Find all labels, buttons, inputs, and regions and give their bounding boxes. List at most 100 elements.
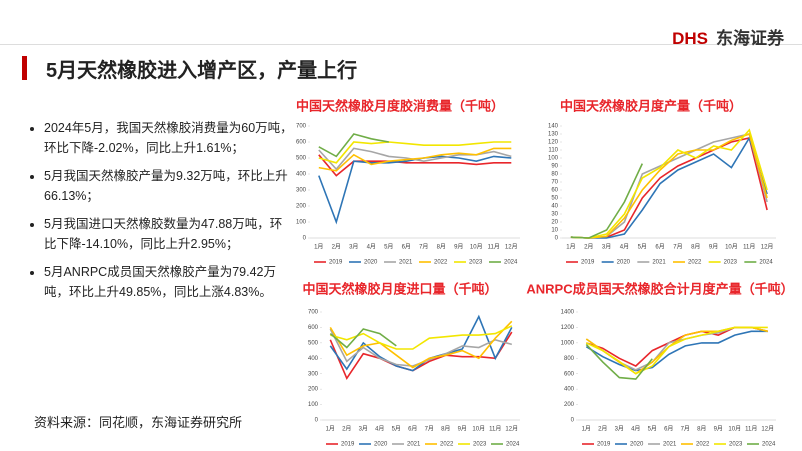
y-tick-label: 120	[548, 140, 559, 146]
series-line	[318, 147, 512, 172]
x-tick-label: 2月	[332, 244, 341, 251]
x-tick-label: 9月	[458, 426, 467, 433]
legend-label: 2019	[597, 442, 611, 448]
x-tick-label: 10月	[725, 244, 738, 251]
bullet: 5月ANRPC成员国天然橡胶产量为79.42万吨，环比上升49.85%，同比上涨…	[44, 262, 294, 302]
y-tick-label: 200	[564, 402, 575, 408]
bullet-list: 2024年5月，我国天然橡胶消费量为60万吨，环比下降-2.02%，同比上升1.…	[28, 118, 294, 310]
x-tick-label: 11月	[488, 244, 500, 251]
logo: DHS 东海证券	[672, 24, 784, 49]
x-tick-label: 1月	[582, 426, 591, 433]
x-tick-label: 11月	[489, 426, 501, 433]
y-tick-label: 1200	[561, 325, 575, 331]
x-tick-label: 5月	[638, 244, 647, 251]
y-tick-label: 400	[296, 172, 307, 178]
x-tick-label: 3月	[615, 426, 624, 433]
y-tick-label: 400	[308, 356, 319, 362]
x-tick-label: 8月	[697, 426, 706, 433]
y-tick-label: 200	[308, 387, 319, 393]
x-tick-label: 5月	[384, 244, 393, 251]
x-tick-label: 9月	[454, 244, 463, 251]
x-tick-label: 12月	[761, 244, 774, 251]
legend-label: 2019	[341, 442, 355, 448]
x-tick-label: 3月	[602, 244, 611, 251]
y-tick-label: 700	[296, 124, 307, 130]
legend-label: 2023	[729, 442, 743, 448]
legend-label: 2019	[329, 260, 343, 266]
chart-title: ANRPC成员国天然橡胶合计月度产量（千吨）	[526, 281, 793, 296]
x-tick-label: 10月	[470, 244, 483, 251]
logo-name: 东海证券	[716, 29, 784, 48]
title-bar	[22, 56, 27, 80]
y-tick-label: 800	[564, 356, 575, 362]
x-tick-label: 12月	[505, 426, 518, 433]
y-tick-label: 0	[571, 418, 575, 424]
y-tick-label: 20	[551, 220, 558, 226]
slide-title: 5月天然橡胶进入增产区，产量上行	[46, 60, 358, 82]
legend-label: 2021	[652, 260, 666, 266]
x-tick-label: 8月	[691, 244, 700, 251]
y-tick-label: 60	[551, 188, 558, 194]
y-tick-label: 1400	[561, 310, 575, 316]
x-tick-label: 6月	[655, 244, 664, 251]
x-tick-label: 4月	[631, 426, 640, 433]
y-tick-label: 100	[308, 402, 319, 408]
x-tick-label: 10月	[728, 426, 741, 433]
y-tick-label: 600	[296, 140, 307, 146]
y-tick-label: 1000	[561, 340, 575, 346]
legend-label: 2024	[504, 260, 518, 266]
x-tick-label: 6月	[402, 244, 411, 251]
x-tick-label: 2月	[584, 244, 593, 251]
x-tick-label: 8月	[441, 426, 450, 433]
bullet: 5月我国天然橡胶产量为9.32万吨，环比上升66.13%；	[44, 166, 294, 206]
series-line	[585, 330, 768, 372]
x-tick-label: 9月	[709, 244, 718, 251]
series-line	[329, 320, 513, 369]
legend-label: 2023	[469, 260, 483, 266]
y-tick-label: 500	[308, 340, 319, 346]
series-line	[329, 328, 397, 349]
y-tick-label: 0	[315, 418, 319, 424]
x-tick-label: 1月	[566, 244, 575, 251]
y-tick-label: 700	[308, 310, 319, 316]
y-tick-label: 600	[564, 371, 575, 377]
y-tick-label: 300	[308, 371, 319, 377]
x-tick-label: 10月	[472, 426, 485, 433]
y-tick-label: 80	[551, 172, 558, 178]
x-tick-label: 12月	[505, 244, 518, 251]
legend-label: 2021	[399, 260, 413, 266]
bullet: 5月我国进口天然橡胶数量为47.88万吨，环比下降-14.10%，同比上升2.9…	[44, 214, 294, 254]
x-tick-label: 3月	[359, 426, 368, 433]
y-tick-label: 10	[551, 228, 558, 234]
y-tick-label: 500	[296, 156, 307, 162]
bullet: 2024年5月，我国天然橡胶消费量为60万吨，环比下降-2.02%，同比上升1.…	[44, 118, 294, 158]
legend-label: 2021	[407, 442, 421, 448]
legend-label: 2024	[762, 442, 776, 448]
x-tick-label: 8月	[437, 244, 446, 251]
x-tick-label: 5月	[648, 426, 657, 433]
x-tick-label: 1月	[326, 426, 335, 433]
series-line	[585, 343, 653, 380]
chart-title: 中国天然橡胶月度进口量（千吨）	[302, 281, 497, 296]
y-tick-label: 300	[296, 188, 307, 194]
series-line	[318, 133, 389, 158]
legend-label: 2023	[724, 260, 738, 266]
y-tick-label: 140	[548, 124, 559, 130]
y-tick-label: 200	[296, 204, 307, 210]
x-tick-label: 7月	[681, 426, 690, 433]
series-line	[570, 163, 644, 239]
y-tick-label: 400	[564, 387, 575, 393]
y-tick-label: 50	[551, 196, 558, 202]
x-tick-label: 5月	[392, 426, 401, 433]
x-tick-label: 7月	[425, 426, 434, 433]
source-note: 资料来源：同花顺，东海证券研究所	[34, 415, 243, 430]
x-tick-label: 7月	[673, 244, 682, 251]
y-tick-label: 0	[555, 236, 559, 242]
x-tick-label: 11月	[745, 426, 757, 433]
series-line	[329, 331, 513, 380]
x-tick-label: 4月	[375, 426, 384, 433]
series-line	[585, 326, 768, 375]
legend-label: 2019	[581, 260, 595, 266]
